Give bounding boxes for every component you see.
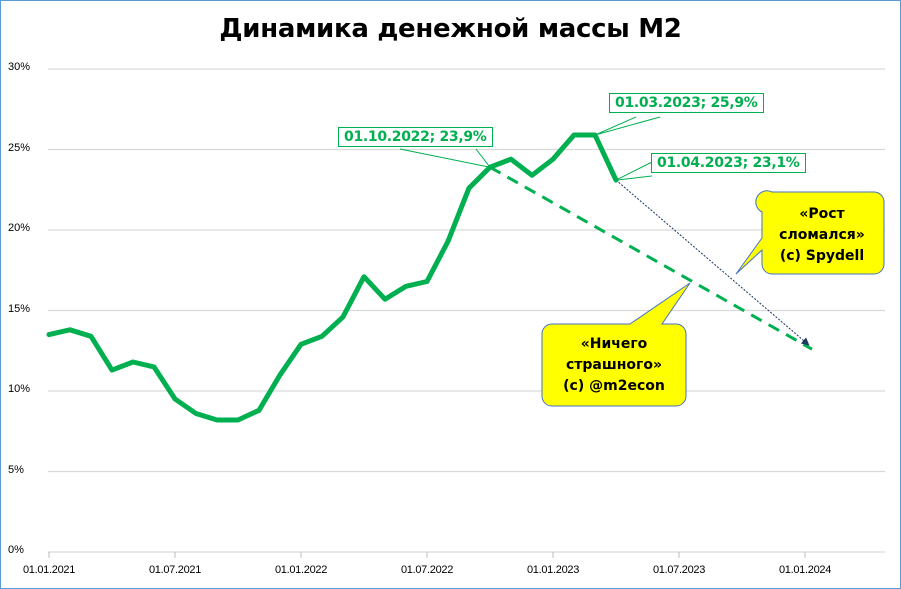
y-tick-label: 0% <box>8 544 24 556</box>
chart-title: Динамика денежной массы М2 <box>219 14 682 44</box>
y-tick-label: 10% <box>8 383 31 395</box>
data-label-mar-2023: 01.03.2023; 25,9% <box>609 93 764 113</box>
callout-m2econ: «Ничего страшного» (c) @m2econ <box>541 334 687 397</box>
callout-m2econ-bubble <box>541 282 691 407</box>
projection-dashed-line <box>489 165 813 351</box>
x-tick-label: 01.01.2024 <box>778 564 832 576</box>
x-tick-label: 01.01.2021 <box>22 564 76 576</box>
leader-oct-2022 <box>399 148 492 168</box>
m2-growth-line <box>46 132 619 423</box>
callout-spydell: «Рост сломался» (c) Spydell <box>762 204 882 267</box>
x-tick-label: 01.07.2022 <box>400 564 454 576</box>
projection-dotted-arrow <box>615 179 810 346</box>
leader-mar-2023 <box>594 116 661 136</box>
data-label-oct-2022: 01.10.2022; 23,9% <box>338 127 493 147</box>
callout-m2econ-line3: (c) @m2econ <box>563 378 665 394</box>
leader-apr-2023 <box>615 161 653 181</box>
callout-spydell-line3: (c) Spydell <box>779 248 865 264</box>
callout-spydell-bubble <box>735 190 885 275</box>
callout-m2econ-line2: страшного» <box>565 357 663 373</box>
callout-spydell-line2: сломался» <box>779 227 865 243</box>
x-tick-label: 01.01.2022 <box>274 564 328 576</box>
y-tick-label: 15% <box>8 302 31 315</box>
y-tick-label: 30% <box>8 61 31 73</box>
y-tick-label: 5% <box>8 463 24 476</box>
callout-spydell-line1: «Рост <box>799 206 845 222</box>
y-tick-label: 20% <box>8 222 31 234</box>
x-tick-label: 01.07.2021 <box>148 564 202 576</box>
callout-m2econ-line1: «Ничего <box>580 336 648 352</box>
y-tick-label: 25% <box>8 141 31 154</box>
x-tick-label: 01.01.2023 <box>526 564 580 576</box>
data-label-apr-2023: 01.04.2023; 23,1% <box>651 153 806 173</box>
x-tick-label: 01.07.2023 <box>652 564 706 576</box>
